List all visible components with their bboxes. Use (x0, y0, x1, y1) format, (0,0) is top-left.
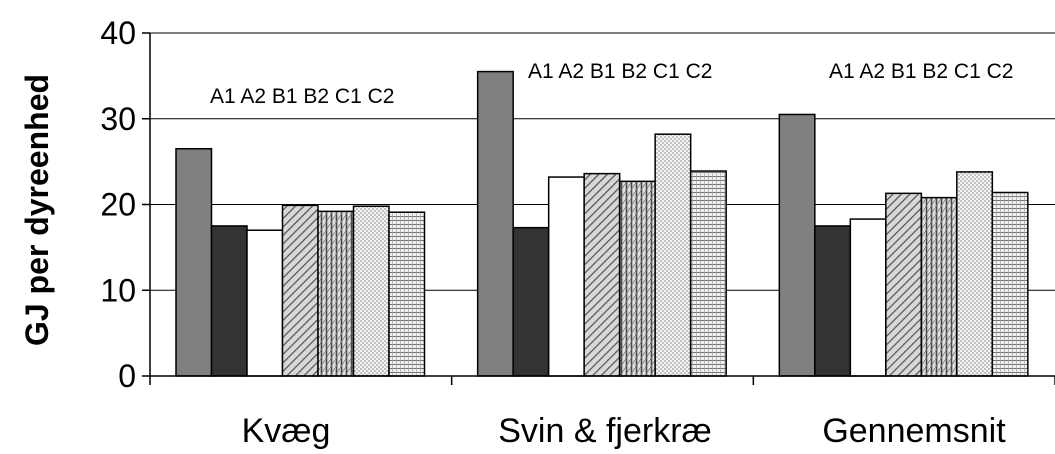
bar-c2-cat1 (654, 133, 692, 377)
bar-b1-cat2 (849, 218, 887, 377)
bar-c1-cat0 (317, 210, 355, 377)
y-tick-label-0: 0 (118, 358, 136, 394)
bar-b2-cat0 (281, 204, 319, 377)
annotation-1: A1 A2 B1 B2 C1 C2 (528, 60, 712, 83)
y-tick-label-20: 20 (100, 187, 136, 223)
bar-b2-cat1 (583, 172, 621, 377)
y-tick-label-40: 40 (100, 15, 136, 51)
bar-b2-cat2 (885, 192, 923, 377)
y-tick-label-30: 30 (100, 101, 136, 137)
axes (142, 32, 1055, 385)
bars-group (175, 70, 1029, 377)
bar-a1-cat0 (175, 148, 213, 377)
bar-b1-cat1 (547, 176, 585, 377)
bar-a2-cat1 (512, 226, 550, 377)
y-tick-labels: 0 10 20 30 40 (100, 15, 136, 394)
bar-c2-cat0 (352, 205, 390, 377)
bar-c1-cat1 (618, 180, 656, 377)
annotation-2: A1 A2 B1 B2 C1 C2 (829, 60, 1013, 83)
bar-a2-cat0 (210, 225, 248, 377)
bar-a1-cat1 (476, 70, 514, 377)
y-axis-label: GJ per dyreenhed (19, 74, 55, 346)
bar-c3-cat1 (689, 170, 727, 377)
bar-a2-cat2 (814, 225, 852, 377)
category-label-0: Kvæg (242, 412, 331, 450)
bar-c1-cat2 (920, 196, 958, 377)
category-labels: Kvæg Svin & fjerkræ Gennemsnit (242, 412, 1007, 450)
bar-b1-cat0 (246, 229, 284, 377)
bar-a1-cat2 (778, 113, 816, 377)
category-label-2: Gennemsnit (822, 412, 1006, 450)
bar-c3-cat0 (388, 211, 426, 377)
annotations: A1 A2 B1 B2 C1 C2 A1 A2 B1 B2 C1 C2 A1 A2 … (210, 60, 1013, 108)
annotation-0: A1 A2 B1 B2 C1 C2 (210, 85, 394, 108)
category-label-1: Svin & fjerkræ (498, 412, 712, 450)
bar-c2-cat2 (956, 171, 994, 377)
y-tick-label-10: 10 (100, 272, 136, 308)
bar-c3-cat2 (991, 191, 1029, 377)
